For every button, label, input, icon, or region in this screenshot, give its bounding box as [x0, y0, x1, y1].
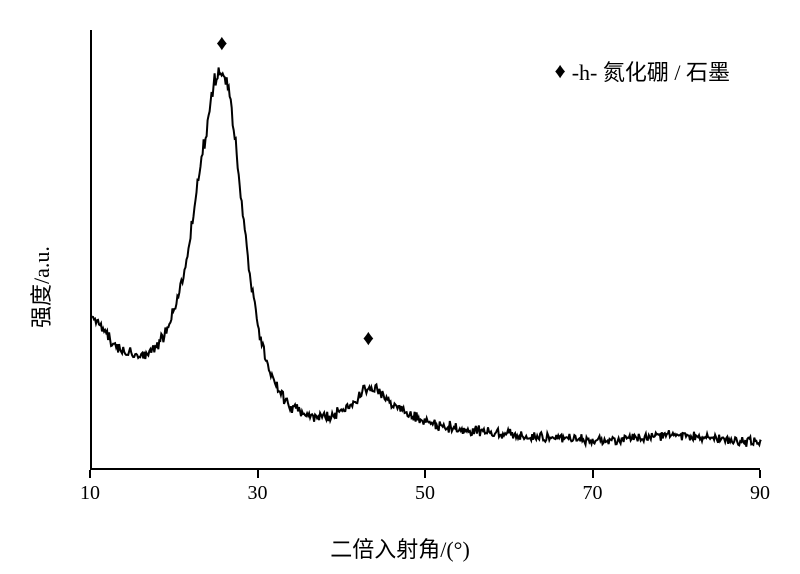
chart-container: ♦♦ ♦ -h- 氮化硼 / 石墨 1030507090 — [90, 30, 760, 510]
x-tick — [257, 470, 259, 478]
peak-marker-icon: ♦ — [363, 325, 374, 351]
legend-text: -h- 氮化硼 / 石墨 — [572, 55, 730, 87]
x-tick-label: 90 — [750, 482, 770, 508]
x-tick — [592, 470, 594, 478]
plot-area: ♦ ♦ ♦ -h- 氮化硼 / 石墨 — [90, 30, 760, 470]
x-tick-label: 70 — [583, 482, 603, 508]
xrd-curve — [92, 30, 762, 470]
x-axis-label: 二倍入射角/(°) — [330, 532, 470, 564]
x-tick-label: 30 — [248, 482, 268, 508]
x-tick-label: 50 — [415, 482, 435, 508]
legend-symbol: ♦ — [555, 58, 566, 84]
x-tick — [89, 470, 91, 478]
peak-marker-icon: ♦ — [216, 30, 227, 56]
legend: ♦ -h- 氮化硼 / 石墨 — [555, 55, 731, 87]
y-axis-label: 强度/a.u. — [24, 246, 56, 328]
x-tick — [759, 470, 761, 478]
x-tick — [424, 470, 426, 478]
x-tick-label: 10 — [80, 482, 100, 508]
